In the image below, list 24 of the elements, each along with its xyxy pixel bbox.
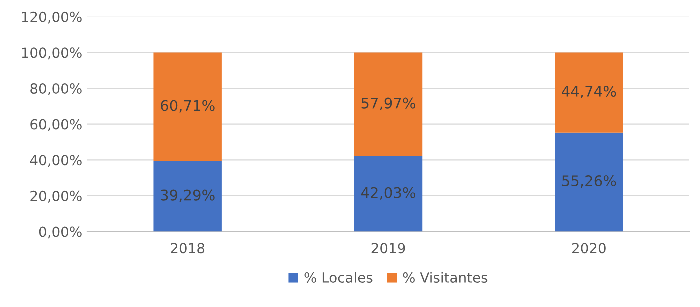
data-label: 55,26% [562,176,616,188]
bar [354,156,423,232]
data-label: 57,97% [362,98,416,110]
y-tick-label: 80,00% [30,83,82,96]
bar [154,161,222,232]
x-tick-label: 2019 [372,243,406,254]
y-tick-label: 100,00% [22,48,82,60]
bar [555,52,624,133]
y-tick-label: 60,00% [30,119,82,132]
legend-label: % Visitantes [403,272,488,283]
x-tick-label: 2018 [171,243,205,254]
x-tick-label: 2020 [572,243,606,254]
y-tick-label: 40,00% [30,155,82,168]
y-tick-label: 20,00% [30,190,82,203]
legend-label: % Locales [304,272,373,283]
data-label: 60,71% [161,100,215,113]
data-label: 44,74% [562,86,616,98]
y-tick-label: 0,00% [39,226,82,239]
bar [555,132,624,232]
data-label: 39,29% [161,190,215,202]
bar [154,52,222,162]
data-label: 42,03% [361,187,416,200]
y-tick-label: 120,00% [22,12,82,24]
bar [354,52,423,157]
